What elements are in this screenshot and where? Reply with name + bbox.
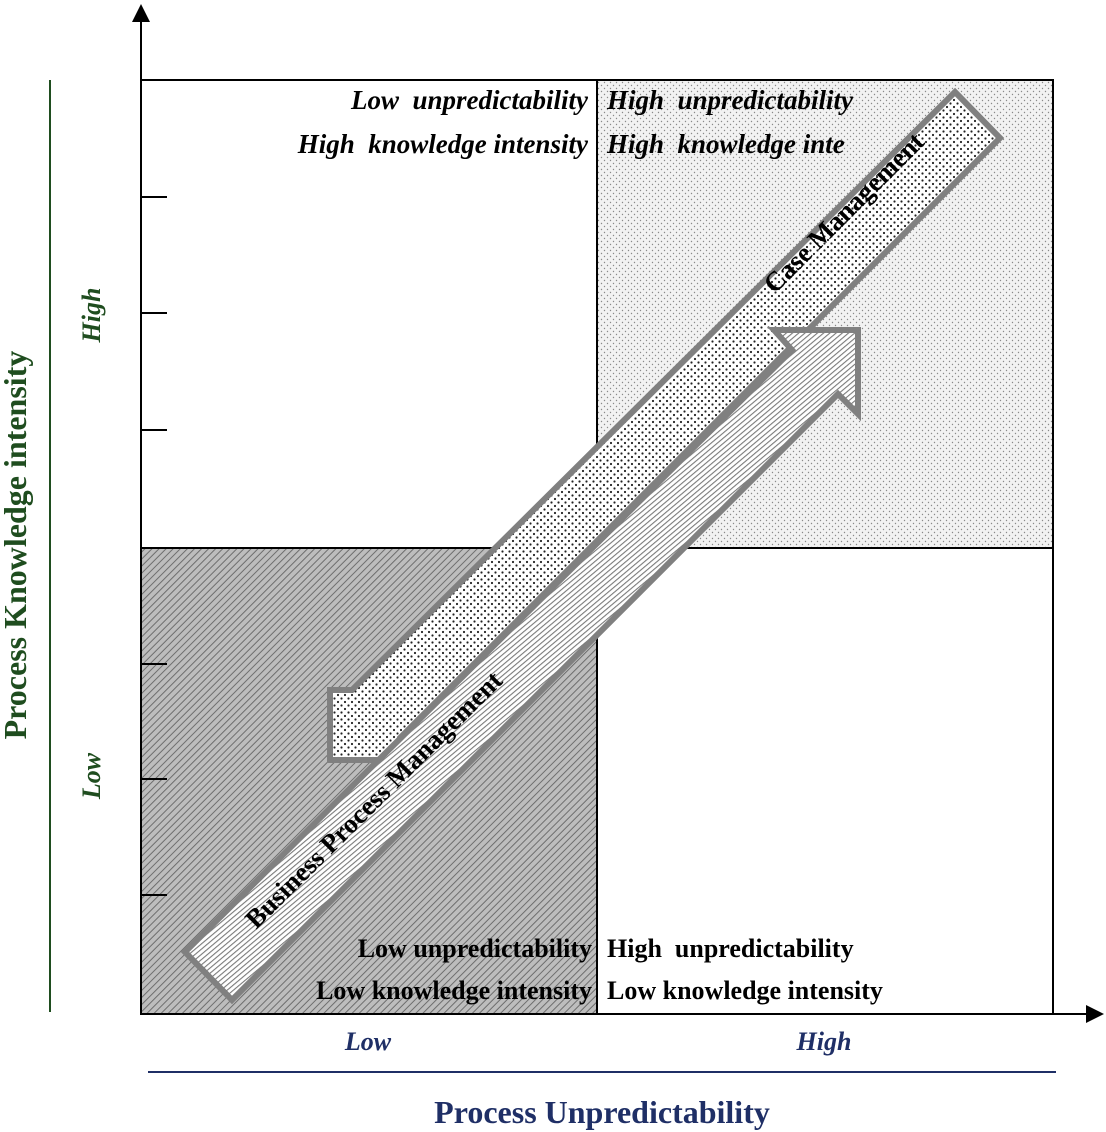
case-management-arrow	[327, 87, 1005, 763]
top-right-line-1: High unpredictability	[606, 85, 854, 115]
top-left-line-2: High knowledge intensity	[297, 129, 589, 159]
bottom-right-line-1: High unpredictability	[607, 934, 854, 963]
quadrant-bottom-right	[596, 547, 1054, 1015]
bottom-right-line-2: Low knowledge intensity	[607, 976, 883, 1005]
y-level-high: High	[77, 288, 106, 344]
y-axis-arrowhead	[132, 4, 150, 22]
top-left-line-1: Low unpredictability	[350, 85, 589, 115]
bpm-arrow	[180, 327, 861, 1005]
quadrant-top-left	[140, 79, 598, 549]
top-right-line-2: High knowledge inte	[606, 129, 845, 159]
y-axis-title: Process Knowledge intensity	[0, 351, 33, 740]
x-level-low: Low	[344, 1027, 392, 1056]
x-axis-arrowhead	[1086, 1005, 1104, 1023]
x-level-high: High	[796, 1027, 852, 1056]
bottom-left-line-1: Low unpredictability	[358, 934, 592, 963]
y-level-low: Low	[77, 752, 106, 800]
x-axis-title: Process Unpredictability	[434, 1094, 770, 1130]
y-axis-ticks	[141, 196, 167, 896]
bottom-left-line-2: Low knowledge intensity	[316, 976, 592, 1005]
